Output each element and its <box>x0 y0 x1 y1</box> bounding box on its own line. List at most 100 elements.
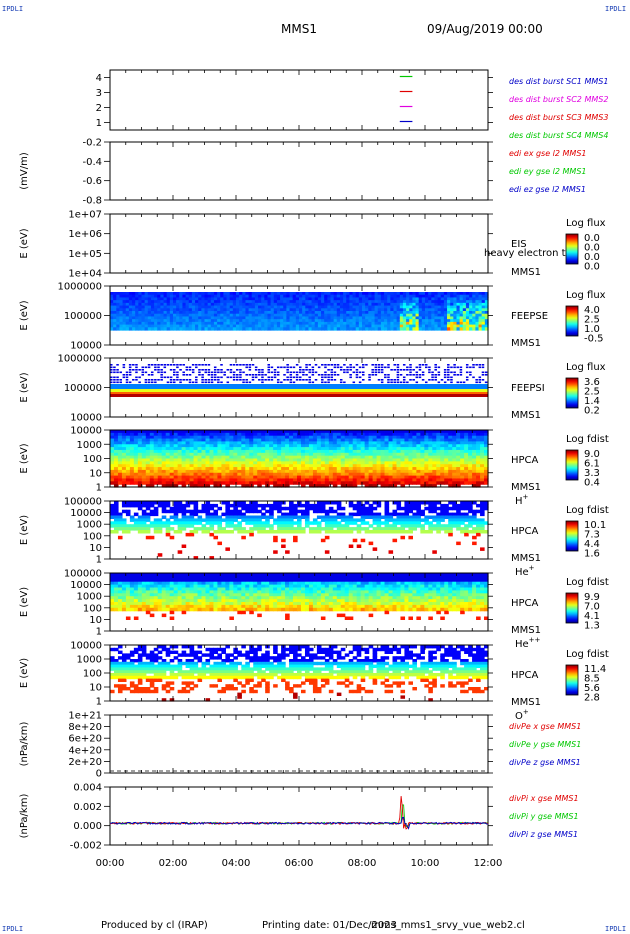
corner-stamp-top-left: IPDLI <box>2 5 24 13</box>
feepsi-panel-ytick-label: 10000 <box>70 413 102 424</box>
hpca-he1-panel-colorbar <box>565 520 579 552</box>
hpca-h-panel-colorbar-title: Log fdist <box>566 434 609 445</box>
hpca-o-panel-colorbar <box>565 664 579 696</box>
hpca-o-panel-colorbar-tick: 11.4 <box>584 664 606 675</box>
divpi-panel-frame <box>109 786 489 846</box>
footer-print-date: Printing date: 01/Dec/2023 <box>262 920 398 931</box>
feepse-panel-spacecraft-label: MMS1 <box>511 338 541 349</box>
eis-panel-instrument-label: EIS <box>511 239 527 250</box>
edi-panel-legend-2: edi ez gse l2 MMS1 <box>509 185 586 194</box>
edi-panel-legend-0: edi ex gse l2 MMS1 <box>509 149 587 158</box>
hpca-he1-panel-ytick-label: 100000 <box>64 497 102 508</box>
hpca-o-panel-spacecraft-label: MMS1 <box>511 697 541 708</box>
hpca-h-panel-species-label: H+ <box>515 493 529 507</box>
eis-panel-colorbar-tick: 0.0 <box>584 243 600 254</box>
xtick-label: 08:00 <box>348 858 377 869</box>
feepsi-panel-ytick-label: 100000 <box>64 383 102 394</box>
burst-panel-ytick-label: 1 <box>96 118 102 129</box>
divpi-panel-ytick-label: 0.002 <box>73 802 102 813</box>
feepsi-panel-colorbar-title: Log flux <box>566 362 606 373</box>
hpca-h-panel-ytick-label: 10000 <box>70 426 102 437</box>
hpca-o-panel-instrument-label: HPCA <box>511 670 539 681</box>
feepse-panel-colorbar-tick: -0.5 <box>584 334 604 345</box>
xtick-label: 10:00 <box>411 858 440 869</box>
divpi-series-0 <box>109 796 489 830</box>
divpi-panel-ylabel: (nPa/km) <box>19 794 30 839</box>
hpca-he2-panel-ytick-label: 100000 <box>64 569 102 580</box>
feepse-panel-ytick-label: 10000 <box>70 341 102 352</box>
hpca-he2-panel-ytick-label: 10 <box>89 615 102 626</box>
hpca-o-panel-ytick-label: 100 <box>83 669 102 680</box>
hpca-o-panel-ytick-label: 10000 <box>70 641 102 652</box>
divpi-series-2 <box>109 816 488 830</box>
eis-panel-spacecraft-label: MMS1 <box>511 267 541 278</box>
feepsi-panel-colorbar <box>565 377 579 409</box>
hpca-he1-panel-ytick-label: 1000 <box>77 520 102 531</box>
divpi-panel-legend-2: divPi z gse MMS1 <box>509 830 578 839</box>
hpca-he2-panel-spacecraft-label: MMS1 <box>511 625 541 636</box>
divpe-panel-ytick-label: 0 <box>96 769 102 780</box>
hpca-o-panel-colorbar-tick: 2.8 <box>584 693 600 704</box>
feepse-panel-spectrogram <box>110 292 489 331</box>
hpca-h-panel-ytick-label: 10 <box>89 468 102 479</box>
feepsi-panel-spectrogram <box>110 364 488 397</box>
eis-panel-ytick-label: 1e+05 <box>68 249 102 260</box>
xtick-label: 06:00 <box>285 858 314 869</box>
hpca-he1-panel-instrument-label: HPCA <box>511 526 539 537</box>
hpca-h-panel-spacecraft-label: MMS1 <box>511 482 541 493</box>
corner-stamp-top-right: IPDLI <box>605 5 627 13</box>
eis-panel-ylabel: E (eV) <box>19 228 30 258</box>
hpca-he1-panel-colorbar-tick: 1.6 <box>584 549 600 560</box>
hpca-he1-panel-spectrogram <box>110 501 489 560</box>
hpca-he2-panel-ytick-label: 100 <box>83 603 102 614</box>
burst-panel-frame <box>109 69 489 131</box>
hpca-h-panel-instrument-label: HPCA <box>511 455 539 466</box>
hpca-o-panel-ylabel: E (eV) <box>19 658 30 688</box>
divpe-panel-frame <box>109 714 489 774</box>
feepse-panel-colorbar-tick: 1.0 <box>584 324 600 335</box>
feepsi-panel-spacecraft-label: MMS1 <box>511 410 541 421</box>
hpca-o-panel-colorbar-tick: 5.6 <box>584 683 600 694</box>
edi-panel-frame <box>109 141 489 201</box>
hpca-he2-panel-ylabel: E (eV) <box>19 587 30 617</box>
feepse-panel-colorbar-tick: 2.5 <box>584 315 600 326</box>
eis-panel-colorbar-title: Log flux <box>566 218 606 229</box>
hpca-he2-panel-ytick-label: 1000 <box>77 592 102 603</box>
edi-panel-legend-1: edi ey gse l2 MMS1 <box>509 167 587 176</box>
eis-panel-ytick-label: 1e+04 <box>68 269 102 280</box>
hpca-o-panel-ytick-label: 1 <box>96 697 102 708</box>
eis-panel-colorbar-tick: 0.0 <box>584 262 600 273</box>
divpi-panel-ytick-label: -0.002 <box>70 841 102 852</box>
hpca-o-panel-ytick-label: 10 <box>89 683 102 694</box>
hpca-he1-panel-species-label: He+ <box>515 564 535 578</box>
hpca-he2-panel-colorbar-tick: 7.0 <box>584 602 600 613</box>
feepse-panel-ytick-label: 100000 <box>64 311 102 322</box>
feepsi-panel-instrument-label: FEEPSI <box>511 383 545 394</box>
hpca-h-panel-colorbar-tick: 3.3 <box>584 468 600 479</box>
burst-panel-legend-3: des dist burst SC4 MMS4 <box>509 131 608 140</box>
burst-panel-legend-0: des dist burst SC1 MMS1 <box>509 77 608 86</box>
hpca-he1-panel-colorbar-tick: 7.3 <box>584 530 600 541</box>
burst-panel-ytick-label: 3 <box>96 88 102 99</box>
feepse-panel-colorbar-title: Log flux <box>566 290 606 301</box>
hpca-he2-panel-species-label: He++ <box>515 636 541 650</box>
hpca-o-panel-ytick-label: 1000 <box>77 655 102 666</box>
feepse-panel-colorbar-tick: 4.0 <box>584 305 600 316</box>
hpca-o-panel-species-label: O+ <box>515 708 529 722</box>
divpi-panel-ytick-label: 0.000 <box>73 821 102 832</box>
divpe-panel-ytick-label: 2e+20 <box>68 757 102 768</box>
divpi-panel-legend-0: divPi x gse MMS1 <box>509 794 579 803</box>
summary-plot-figure: 4 3 2 1 des dist burst SC1 MMS1 des dist burs… <box>19 69 609 869</box>
hpca-h-panel-colorbar-tick: 9.0 <box>584 449 600 460</box>
feepsi-panel-colorbar-tick: 3.6 <box>584 377 600 388</box>
hpca-o-panel-colorbar-title: Log fdist <box>566 649 609 660</box>
edi-panel-ytick-label: -0.8 <box>82 196 102 207</box>
burst-panel-legend-1: des dist burst SC2 MMS2 <box>509 95 608 104</box>
plot-date: 09/Aug/2019 00:00 <box>427 22 543 36</box>
hpca-he1-panel-ytick-label: 10 <box>89 543 102 554</box>
hpca-h-panel-ylabel: E (eV) <box>19 443 30 473</box>
feepsi-panel-ytick-label: 1000000 <box>57 354 102 365</box>
hpca-o-panel-colorbar-tick: 8.5 <box>584 674 600 685</box>
corner-stamp-bottom-right: IPDLI <box>605 925 627 933</box>
edi-panel-ylabel: (mV/m) <box>19 152 30 190</box>
